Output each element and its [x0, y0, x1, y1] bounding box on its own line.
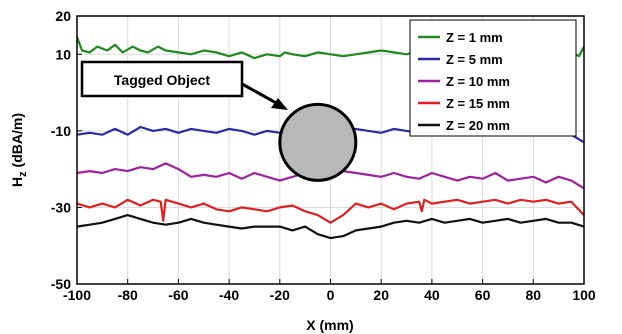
y-tick-label: -50 [51, 276, 71, 292]
y-axis-label-sub: z [17, 171, 29, 177]
x-tick-label: 80 [526, 287, 542, 303]
y-axis-label: Hz (dBA/m) [9, 113, 29, 187]
y-tick-label: 10 [55, 46, 71, 62]
y-tick-label: 20 [55, 8, 71, 24]
annotation-arrowhead [271, 98, 288, 110]
x-tick-label: 20 [373, 287, 389, 303]
annotation-arrow [241, 82, 279, 106]
tagged-object-circle [278, 102, 358, 182]
plot-frame [76, 15, 585, 285]
legend-box [409, 19, 577, 137]
annotation-box [80, 60, 244, 98]
y-axis-ticks: 20 10 -10 -30 -50 [51, 8, 82, 292]
legend-entry-label: Z = 20 mm [446, 118, 510, 133]
x-tick-label: 0 [327, 287, 335, 303]
x-axis-ticks: -100 -80 -60 -40 -20 0 20 40 60 80 100 [63, 279, 596, 303]
series-line-4 [76, 198, 585, 224]
x-tick-label: -100 [63, 287, 91, 303]
annotation-group: Tagged Object [80, 60, 288, 110]
series-line-5 [76, 214, 585, 240]
legend-entry-label: Z = 15 mm [446, 96, 510, 111]
x-tick-label: -40 [219, 287, 239, 303]
x-tick-label: -80 [118, 287, 138, 303]
y-axis-label-unit: (dBA/m) [9, 113, 25, 171]
x-axis-label: X (mm) [306, 317, 353, 333]
x-tick-label: -60 [168, 287, 188, 303]
y-tick-label: -10 [51, 123, 71, 139]
annotation-label: Tagged Object [114, 72, 211, 88]
x-tick-label: -20 [270, 287, 290, 303]
y-tick-label: -30 [51, 199, 71, 215]
x-tick-label: 60 [475, 287, 491, 303]
x-tick-label: 40 [424, 287, 440, 303]
y-axis-label-main: H [9, 177, 25, 187]
legend: Z = 1 mm Z = 5 mm Z = 10 mm Z = 15 mm Z = 20… [409, 19, 577, 137]
legend-entry-label: Z = 10 mm [446, 74, 510, 89]
legend-entry-label: Z = 5 mm [446, 52, 503, 67]
x-tick-label: 100 [572, 287, 596, 303]
legend-entry-label: Z = 1 mm [446, 30, 503, 45]
